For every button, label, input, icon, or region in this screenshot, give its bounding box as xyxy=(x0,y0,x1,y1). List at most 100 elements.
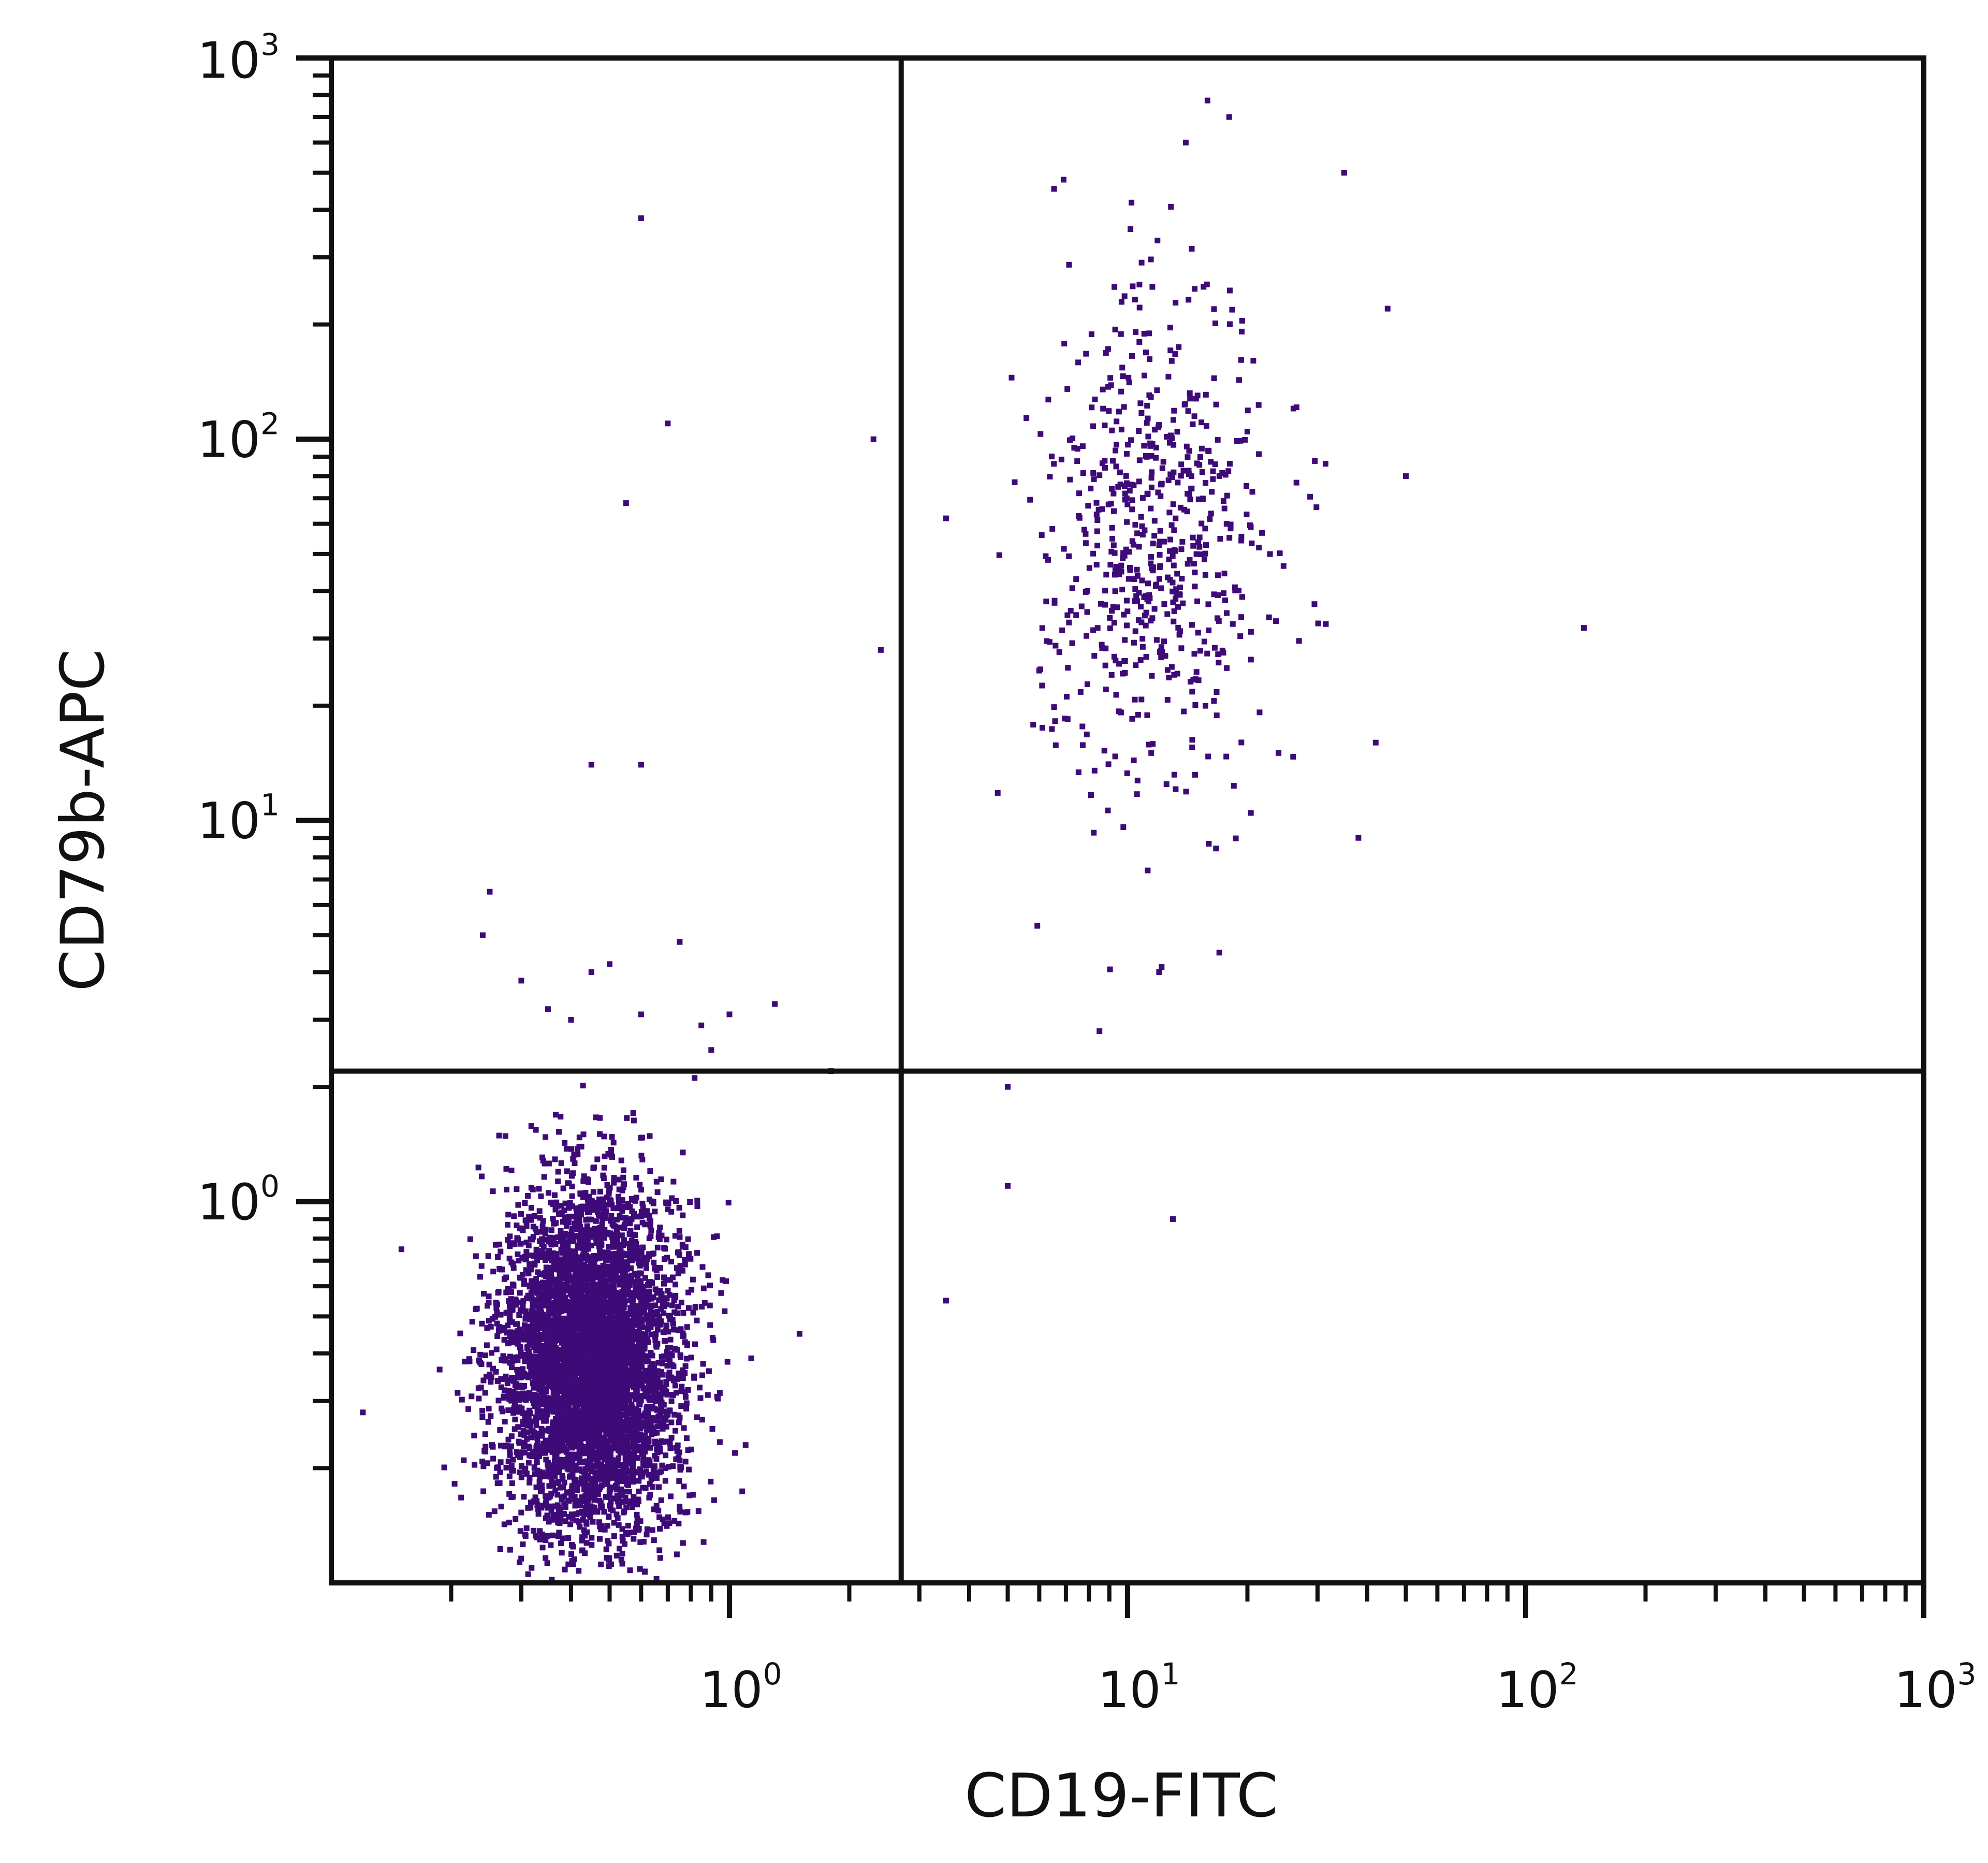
data-point xyxy=(643,1261,649,1267)
data-point xyxy=(548,1503,554,1509)
data-point xyxy=(520,1428,527,1434)
data-point xyxy=(612,1296,618,1302)
data-point xyxy=(612,1308,619,1314)
data-point xyxy=(623,1287,630,1293)
data-point xyxy=(725,1200,732,1206)
data-point xyxy=(598,1201,605,1207)
data-point xyxy=(565,1271,571,1277)
data-point xyxy=(672,1233,678,1239)
data-point xyxy=(541,1283,547,1289)
data-point xyxy=(588,1360,594,1366)
data-point xyxy=(649,1431,655,1437)
data-point xyxy=(625,1421,632,1427)
data-point xyxy=(524,1436,530,1442)
data-point xyxy=(544,1444,550,1450)
data-point xyxy=(536,1186,542,1192)
data-point xyxy=(557,1403,563,1409)
data-point xyxy=(480,1377,487,1384)
data-point xyxy=(548,1542,554,1548)
data-point xyxy=(601,1213,607,1219)
data-point xyxy=(618,1427,624,1433)
data-point xyxy=(548,1199,554,1205)
data-point xyxy=(576,1299,582,1305)
data-point xyxy=(652,1337,659,1343)
data-point xyxy=(603,1300,609,1306)
data-point xyxy=(616,1194,622,1200)
data-point xyxy=(583,1540,590,1546)
data-point xyxy=(670,1327,677,1333)
data-point xyxy=(638,1213,645,1219)
data-point xyxy=(558,1160,564,1166)
data-point xyxy=(535,1303,542,1309)
data-point xyxy=(597,1453,603,1459)
data-point xyxy=(532,1367,538,1374)
data-point xyxy=(556,1256,562,1262)
data-point xyxy=(607,1362,613,1369)
data-point xyxy=(508,1377,515,1383)
data-point xyxy=(569,1193,575,1199)
data-point xyxy=(518,1275,524,1281)
data-point xyxy=(641,1433,647,1439)
data-point xyxy=(611,1533,617,1539)
data-point xyxy=(523,1313,529,1319)
data-point xyxy=(530,1449,536,1455)
data-point xyxy=(610,1342,617,1348)
data-point xyxy=(520,1419,526,1425)
data-point xyxy=(637,1518,644,1524)
data-point xyxy=(547,1334,553,1341)
data-point xyxy=(592,1311,598,1317)
data-point xyxy=(654,1368,661,1374)
data-point xyxy=(605,1538,611,1544)
data-point xyxy=(621,1509,627,1516)
data-point xyxy=(591,1421,597,1427)
data-point xyxy=(611,1270,617,1276)
data-point xyxy=(676,1478,682,1484)
data-point xyxy=(605,1333,611,1339)
data-point xyxy=(665,1345,671,1351)
data-point xyxy=(620,1309,626,1315)
data-point xyxy=(602,1153,608,1159)
data-point xyxy=(606,1358,612,1363)
data-point xyxy=(535,1511,542,1517)
data-point xyxy=(646,1435,652,1442)
data-point xyxy=(627,1567,633,1574)
data-point xyxy=(509,1467,515,1474)
data-point xyxy=(584,1234,590,1240)
data-point xyxy=(715,1395,721,1402)
data-point xyxy=(533,1448,539,1454)
data-point xyxy=(543,1537,549,1544)
data-point xyxy=(598,1411,604,1418)
data-point xyxy=(687,1199,693,1205)
data-point xyxy=(471,1347,477,1353)
data-point xyxy=(565,1535,572,1541)
data-point xyxy=(700,1539,707,1545)
data-point xyxy=(654,1244,661,1250)
data-point xyxy=(553,1461,560,1467)
data-point xyxy=(618,1291,624,1297)
data-point xyxy=(498,1384,504,1390)
data-point xyxy=(578,1143,584,1149)
data-point xyxy=(642,1438,648,1444)
data-point xyxy=(684,1324,690,1330)
data-point xyxy=(522,1439,528,1446)
data-point xyxy=(558,1114,564,1120)
data-point xyxy=(664,1236,669,1243)
data-point xyxy=(663,1381,669,1387)
data-point xyxy=(617,1225,623,1231)
data-point xyxy=(647,1481,653,1487)
data-point xyxy=(550,1532,556,1538)
data-point xyxy=(505,1322,511,1329)
data-point xyxy=(581,1283,587,1289)
data-point xyxy=(513,1390,519,1396)
data-point xyxy=(571,1152,577,1158)
data-point xyxy=(637,1360,644,1365)
data-point xyxy=(637,1418,643,1424)
data-point xyxy=(589,1476,595,1482)
data-point xyxy=(587,1400,593,1406)
data-point xyxy=(604,1182,610,1188)
data-point xyxy=(492,1314,498,1320)
data-point xyxy=(590,1494,596,1501)
data-point xyxy=(641,1413,647,1419)
data-point xyxy=(627,1220,633,1227)
data-point xyxy=(573,1267,579,1273)
